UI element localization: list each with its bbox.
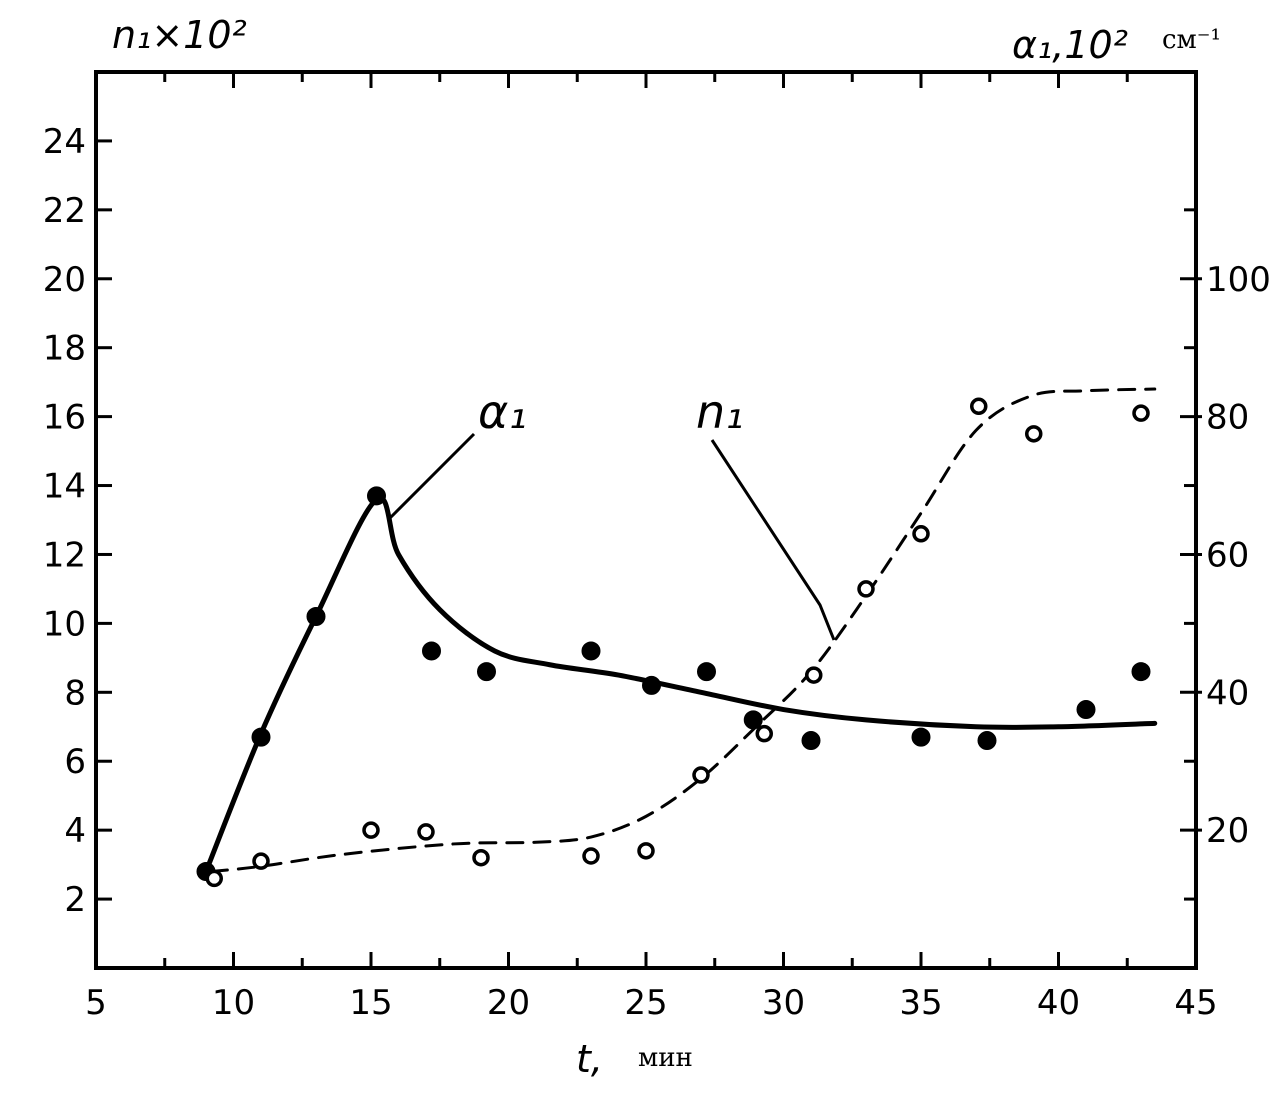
data-point-n1: [582, 847, 600, 865]
x-axis-title: t,: [576, 1037, 603, 1081]
plot-frame: [94, 70, 1198, 970]
data-point-n1: [755, 724, 773, 743]
data-point-alpha1: [581, 641, 601, 661]
x-tick-label: 25: [624, 983, 667, 1023]
y-right-tick-label: 20: [1206, 811, 1249, 851]
data-point-alpha1: [977, 731, 997, 751]
x-tick-label: 5: [85, 983, 107, 1023]
y-left-tick-label: 18: [43, 329, 86, 369]
y-left-tick-label: 14: [43, 467, 86, 507]
y-right-tick-label: 40: [1206, 673, 1249, 713]
y-left-tick-label: 8: [64, 673, 86, 713]
series-curve-n1: [210, 387, 1157, 874]
y-right-axis-ticks: 20 40 60 80 100: [1180, 208, 1271, 901]
data-point-alpha1: [801, 731, 821, 751]
y-left-axis-title: n₁×10²: [112, 13, 247, 57]
series-label-n1: n₁: [696, 385, 744, 439]
y-left-tick-label: 16: [43, 398, 86, 438]
y-right-axis-title: α₁,10²: [1012, 23, 1128, 67]
data-point-alpha1: [306, 606, 326, 626]
data-point-n1: [692, 766, 710, 784]
series-label-alpha1: α₁: [478, 385, 527, 439]
y-right-tick-label: 80: [1206, 398, 1249, 438]
data-point-alpha1: [642, 675, 661, 695]
x-tick-label: 15: [349, 983, 392, 1023]
y-left-tick-label: 2: [64, 880, 86, 920]
data-point-n1: [252, 852, 270, 870]
y-left-tick-label: 6: [64, 742, 86, 782]
data-point-alpha1: [911, 727, 931, 747]
data-point-alpha1: [1076, 700, 1096, 720]
data-point-n1: [637, 842, 655, 860]
series-markers: [196, 397, 1151, 888]
data-point-n1: [417, 823, 435, 841]
data-point-n1: [1025, 425, 1043, 443]
x-tick-label: 40: [1037, 983, 1080, 1023]
leader-lines: [386, 432, 836, 641]
y-left-tick-label: 10: [43, 604, 86, 644]
data-point-n1: [857, 580, 875, 598]
series-curve-alpha1: [203, 495, 1158, 875]
data-point-n1: [1132, 404, 1150, 422]
x-axis-unit: мин: [638, 1043, 693, 1073]
x-tick-label: 35: [899, 983, 942, 1023]
data-point-alpha1: [477, 662, 496, 682]
leader-line-alpha1: [386, 432, 476, 522]
y-left-tick-label: 20: [43, 260, 86, 300]
y-right-axis-unit: см⁻¹: [1162, 25, 1221, 55]
y-right-tick-label: 100: [1206, 260, 1271, 300]
data-point-alpha1: [1131, 662, 1151, 682]
series-curves: [203, 387, 1158, 875]
data-point-alpha1: [697, 662, 716, 682]
data-point-n1: [362, 821, 380, 839]
x-tick-label: 10: [212, 983, 255, 1023]
data-point-alpha1: [367, 486, 386, 506]
x-tick-label: 30: [762, 983, 805, 1023]
data-point-alpha1: [743, 710, 763, 730]
data-point-n1: [805, 666, 823, 684]
x-tick-label: 20: [487, 983, 530, 1023]
plot-border: [94, 70, 1198, 970]
x-axis-ticks: 5 10 15 20 25 30 35 40 45: [85, 72, 1218, 1023]
data-point-n1: [205, 869, 223, 888]
data-point-n1: [912, 525, 930, 543]
x-tick-label: 45: [1174, 983, 1217, 1023]
data-point-n1: [472, 848, 490, 867]
data-point-alpha1: [251, 727, 271, 747]
leader-line-n1: [710, 439, 836, 641]
data-point-alpha1: [422, 641, 441, 661]
y-left-tick-label: 12: [43, 535, 86, 575]
y-left-tick-label: 4: [64, 811, 86, 851]
y-left-tick-label: 22: [43, 191, 86, 231]
data-point-n1: [970, 397, 988, 416]
y-right-tick-label: 60: [1206, 535, 1249, 575]
y-left-tick-label: 24: [43, 122, 86, 162]
